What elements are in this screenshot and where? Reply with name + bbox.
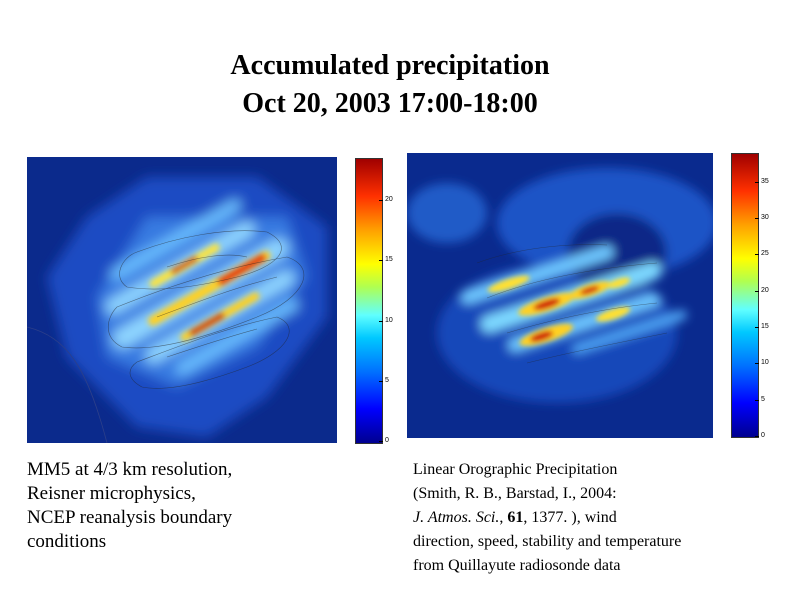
left-caption-line: NCEP reanalysis boundary — [27, 507, 233, 528]
right-caption-citation: J. Atmos. Sci., 61, 1377. ), wind — [413, 506, 783, 530]
journal-name: J. Atmos. Sci. — [413, 509, 500, 526]
title-line-2: Oct 20, 2003 17:00-18:00 — [242, 88, 538, 119]
colorbar-tick-label: 10 — [761, 359, 769, 367]
colorbar-tick-label: 20 — [385, 196, 393, 204]
linear-model-precipitation-map — [407, 153, 713, 438]
colorbar-tick-label: 25 — [761, 250, 769, 258]
colorbar-tick-label: 5 — [385, 376, 389, 384]
colorbar-tick-mark — [379, 441, 383, 442]
colorbar-tick-mark — [755, 218, 759, 220]
colorbar-tick-label: 0 — [385, 437, 389, 444]
left-caption-line: Reisner microphysics, — [27, 483, 196, 504]
mm5-precipitation-map — [27, 157, 337, 443]
colorbar-tick-mark — [755, 181, 759, 183]
colorbar-tick-mark — [755, 436, 759, 437]
left-colorbar — [355, 158, 383, 444]
colorbar-tick-label: 15 — [385, 256, 393, 264]
colorbar-tick-mark — [755, 254, 759, 256]
colorbar-tick-mark — [755, 363, 759, 365]
left-caption: MM5 at 4/3 km resolution, Reisner microp… — [27, 458, 327, 554]
right-caption: Linear Orographic Precipitation (Smith, … — [413, 458, 783, 578]
right-caption-line: from Quillayute radiosonde data — [413, 557, 621, 574]
colorbar-tick-label: 20 — [761, 286, 769, 294]
colorbar-tick-label: 10 — [385, 316, 393, 324]
colorbar-tick-mark — [379, 320, 383, 322]
colorbar-tick-mark — [755, 399, 759, 401]
right-caption-line: (Smith, R. B., Barstad, I., 2004: — [413, 485, 617, 502]
right-caption-line: direction, speed, stability and temperat… — [413, 533, 682, 550]
colorbar-tick-label: 35 — [761, 177, 769, 185]
right-caption-line: Linear Orographic Precipitation — [413, 461, 618, 478]
journal-volume: 61 — [507, 509, 524, 526]
right-colorbar — [731, 153, 759, 438]
left-caption-line: conditions — [27, 531, 107, 552]
colorbar-tick-mark — [379, 200, 383, 202]
left-caption-line: MM5 at 4/3 km resolution, — [27, 459, 233, 480]
colorbar-tick-mark — [379, 380, 383, 382]
colorbar-tick-label: 30 — [761, 214, 769, 222]
colorbar-tick-mark — [379, 260, 383, 262]
colorbar-tick-label: 15 — [761, 323, 769, 331]
colorbar-tick-mark — [755, 290, 759, 292]
colorbar-tick-label: 0 — [761, 432, 765, 439]
title-line-1: Accumulated precipitation — [230, 50, 550, 81]
citation-separator: , — [499, 509, 508, 526]
colorbar-tick-mark — [755, 327, 759, 329]
citation-rest: , 1377. ), wind — [523, 509, 617, 526]
colorbar-tick-label: 5 — [761, 395, 765, 403]
